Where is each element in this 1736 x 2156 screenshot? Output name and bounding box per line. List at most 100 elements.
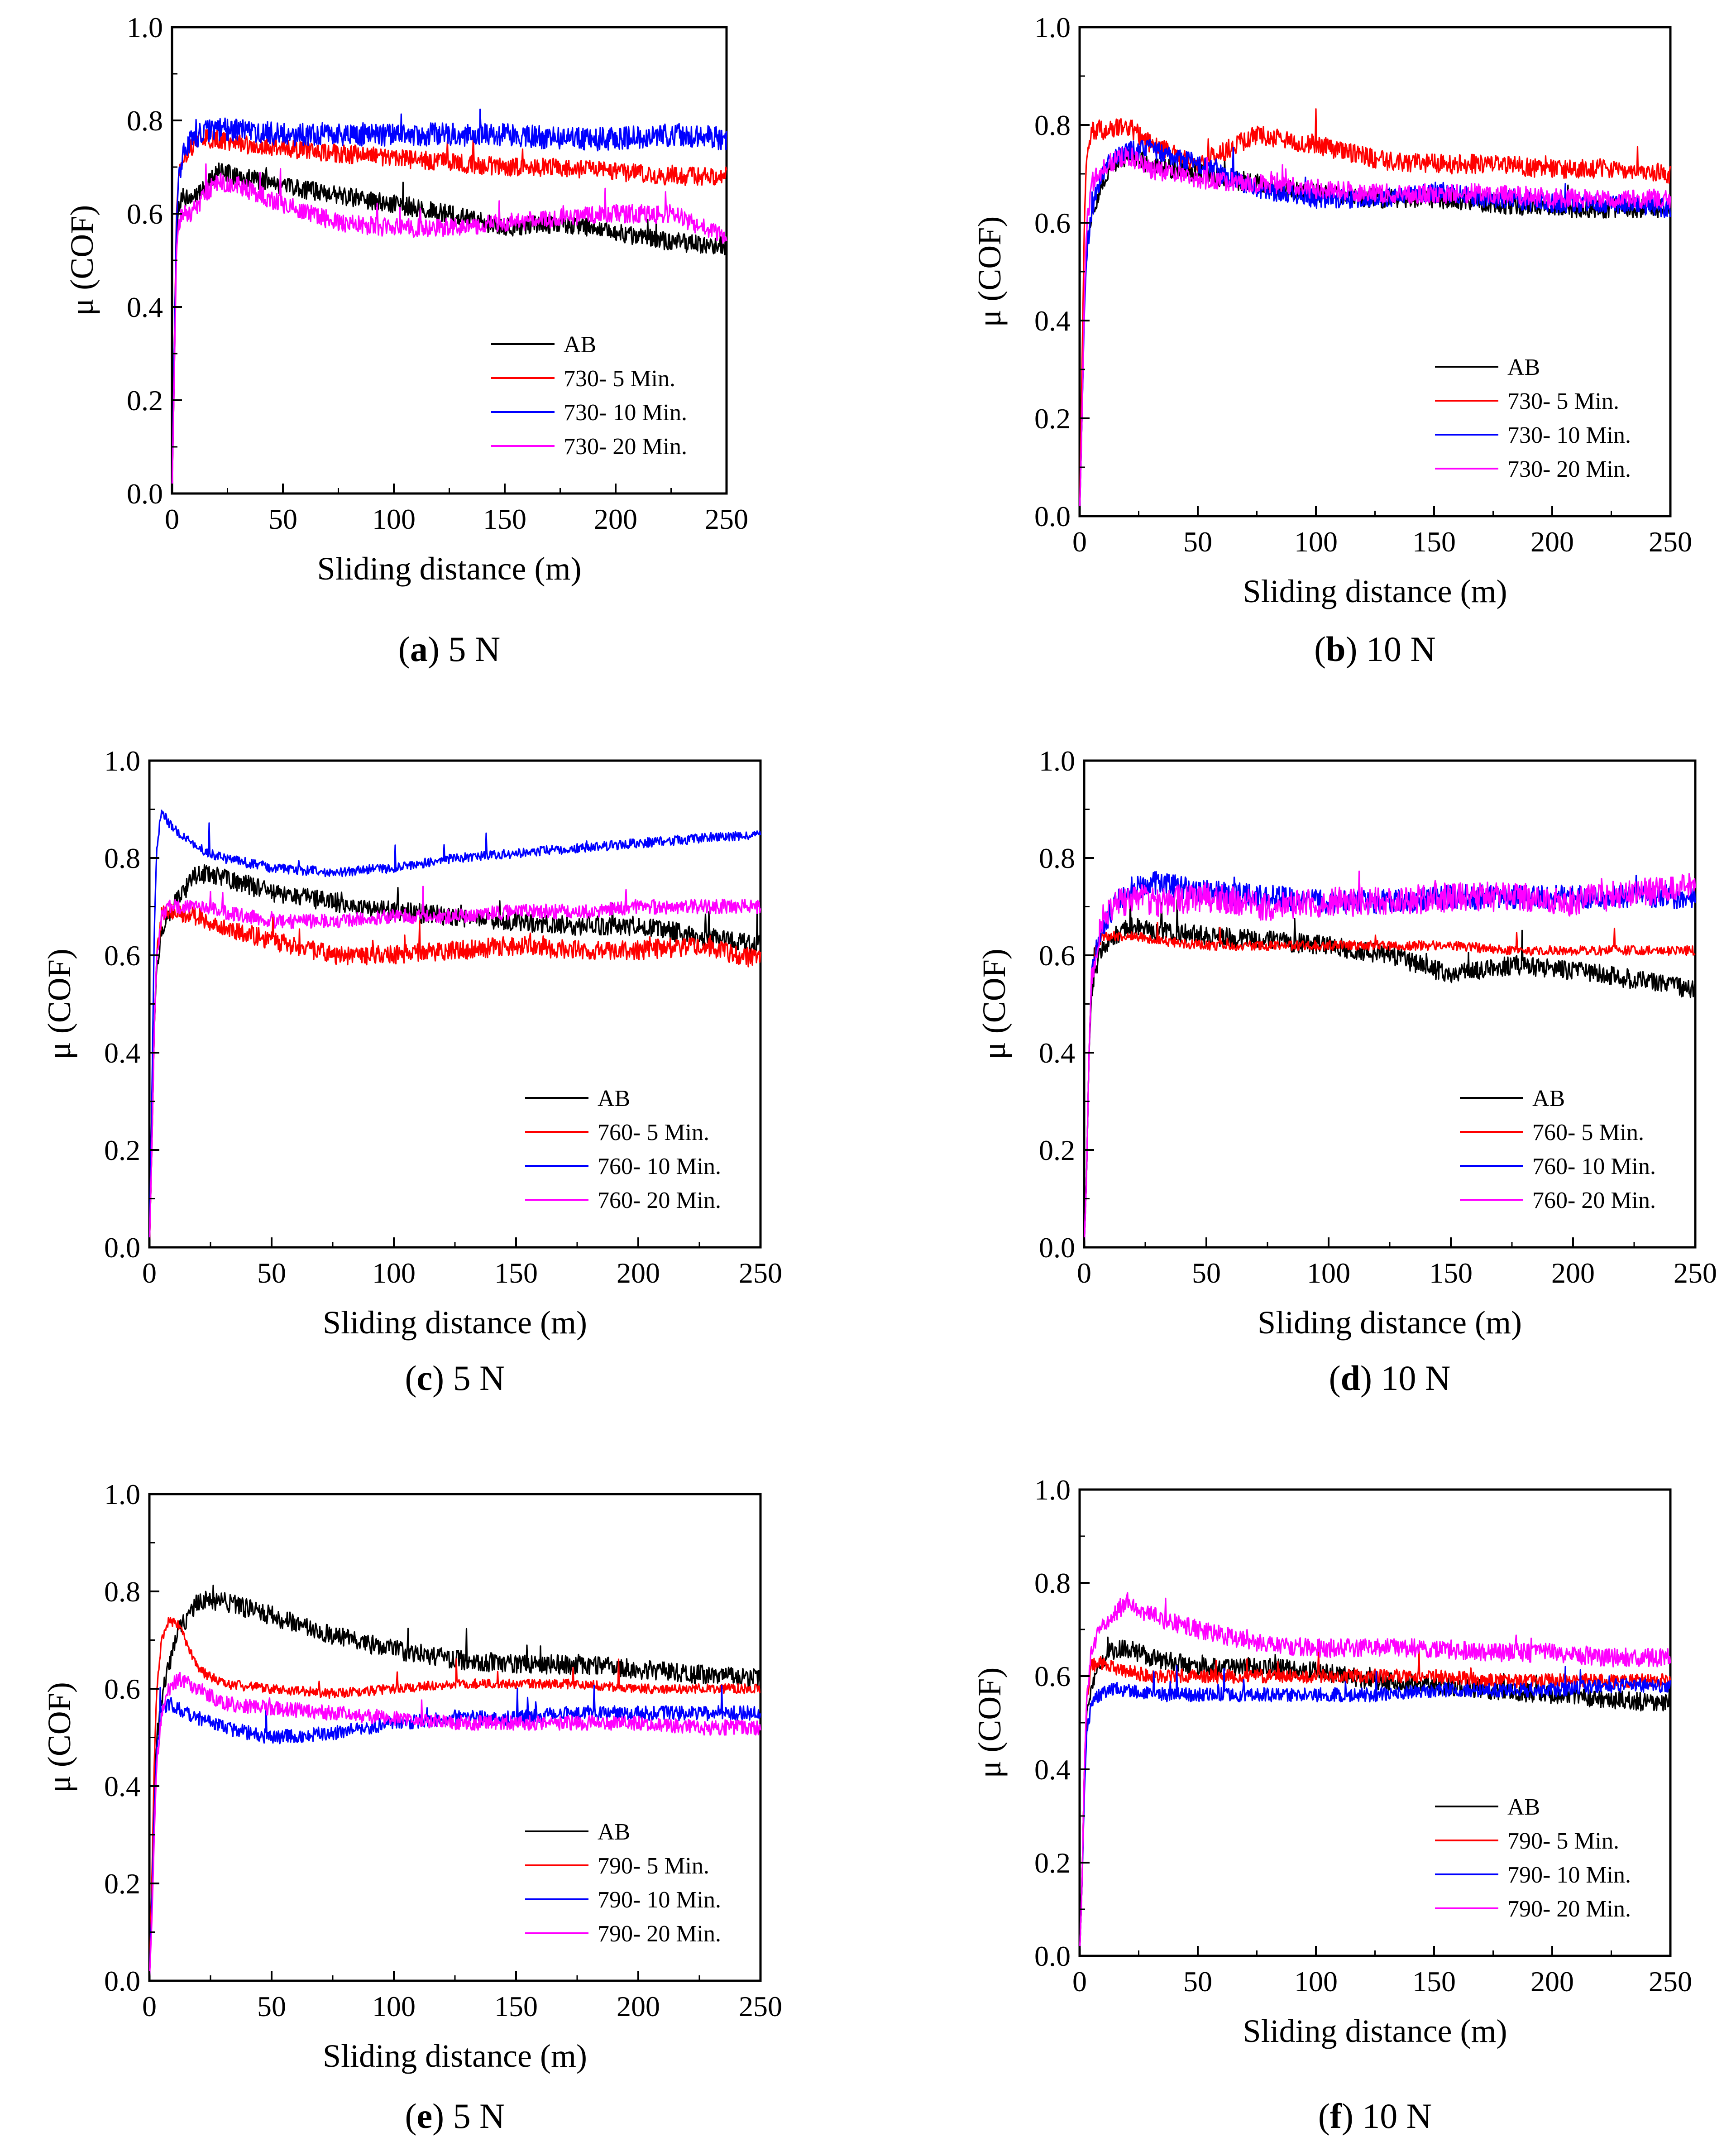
y-axis-label: μ (COF) [41, 949, 77, 1059]
legend-label: 760- 20 Min. [598, 1188, 721, 1213]
x-tick-label: 200 [1530, 1965, 1574, 1998]
y-axis-label: μ (COF) [971, 1667, 1008, 1778]
series-line-2 [1083, 922, 1696, 1248]
x-tick-label: 0 [142, 1990, 157, 2022]
y-tick-label: 0.2 [127, 384, 163, 417]
series-line-3 [171, 108, 727, 494]
x-tick-label: 0 [1072, 526, 1087, 558]
y-tick-label: 1.0 [104, 1478, 140, 1510]
caption-text: 10 N [1362, 2096, 1432, 2136]
legend-label: AB [598, 1086, 630, 1112]
y-tick-label: 0.8 [1039, 842, 1075, 874]
legend-label: 730- 5 Min. [564, 366, 675, 392]
legend-label: AB [1507, 355, 1540, 380]
y-tick-label: 0.0 [1034, 500, 1071, 532]
x-tick-label: 100 [372, 1990, 416, 2022]
x-tick-label: 150 [1412, 1965, 1456, 1998]
chart-panel-b: 0 50 100 150 200 250 0.0 0.2 0.4 0.6 0.8 1.0 Sliding… [971, 11, 1692, 669]
panel-caption: (c) 5 N [405, 1358, 505, 1398]
x-tick-label: 150 [1429, 1257, 1473, 1289]
chart-panel-e: 0 50 100 150 200 250 0.0 0.2 0.4 0.6 0.8 1.0 Sliding… [41, 1478, 782, 2136]
legend-label: 790- 5 Min. [598, 1853, 709, 1879]
y-tick-label: 0.8 [1034, 1567, 1071, 1599]
x-tick-label: 150 [494, 1990, 538, 2022]
y-tick-label: 0.6 [104, 939, 140, 972]
caption-text: 5 N [448, 629, 500, 669]
y-tick-label: 0.0 [104, 1965, 140, 1997]
caption-text: 10 N [1381, 1358, 1451, 1398]
y-tick-label: 0.4 [1034, 1754, 1071, 1786]
legend-label: 790- 5 Min. [1507, 1828, 1619, 1854]
series-line-1 [171, 162, 727, 494]
caption-letter: c [417, 1358, 433, 1398]
series-line-2 [148, 1617, 761, 1981]
legend-label: 760- 10 Min. [598, 1154, 721, 1179]
x-tick-label: 100 [1307, 1257, 1350, 1289]
legend-label: 790- 10 Min. [598, 1887, 721, 1913]
chart-panel-d: 0 50 100 150 200 250 0.0 0.2 0.4 0.6 0.8 1.0 Sliding… [976, 745, 1717, 1398]
caption-letter: b [1326, 629, 1345, 669]
y-tick-label: 0.4 [1039, 1037, 1075, 1069]
series-line-4 [148, 886, 761, 1248]
legend: AB 730- 5 Min. 730- 10 Min. 730- 20 Min. [1435, 355, 1631, 482]
y-tick-label: 0.4 [104, 1037, 140, 1069]
x-tick-label: 200 [617, 1990, 660, 2022]
series-line-3 [148, 1684, 761, 1981]
series-line-4 [1083, 870, 1696, 1248]
x-tick-label: 100 [1294, 1965, 1338, 1998]
legend-label: 730- 10 Min. [564, 400, 687, 426]
panel-caption: (a) 5 N [398, 629, 500, 669]
x-tick-label: 200 [594, 503, 637, 535]
x-axis-label: Sliding distance (m) [323, 2038, 587, 2074]
x-tick-label: 0 [1077, 1257, 1091, 1289]
x-tick-label: 250 [1649, 1965, 1692, 1998]
x-tick-label: 250 [1674, 1257, 1717, 1289]
x-tick-label: 250 [705, 503, 748, 535]
y-tick-label: 0.6 [1034, 207, 1071, 239]
x-tick-label: 50 [257, 1990, 286, 2022]
x-tick-label: 50 [1192, 1257, 1221, 1289]
x-tick-label: 100 [372, 1257, 416, 1289]
x-tick-label: 250 [739, 1257, 782, 1289]
y-tick-label: 1.0 [1039, 745, 1075, 777]
series-line-3 [148, 810, 761, 1248]
chart-panel-f: 0 50 100 150 200 250 0.0 0.2 0.4 0.6 0.8 1.0 Sliding… [971, 1474, 1692, 2136]
legend-label: 760- 5 Min. [1532, 1120, 1644, 1145]
y-tick-label: 0.4 [127, 291, 163, 323]
x-tick-label: 100 [1294, 526, 1338, 558]
y-tick-label: 0.8 [1034, 109, 1071, 141]
caption-text: 5 N [453, 1358, 505, 1398]
legend: AB 760- 5 Min. 760- 10 Min. 760- 20 Min. [525, 1086, 721, 1213]
x-tick-label: 250 [1649, 526, 1692, 558]
y-tick-label: 0.0 [104, 1231, 140, 1264]
y-tick-label: 0.6 [127, 198, 163, 230]
y-axis-label: μ (COF) [64, 205, 100, 316]
x-tick-label: 50 [257, 1257, 286, 1289]
panel-caption: (e) 5 N [405, 2096, 505, 2136]
x-axis-label: Sliding distance (m) [317, 551, 582, 587]
legend-label: 730- 20 Min. [1507, 456, 1631, 482]
legend: AB 730- 5 Min. 730- 10 Min. 730- 20 Min. [491, 332, 687, 460]
y-tick-label: 0.8 [104, 842, 140, 874]
y-tick-label: 0.2 [104, 1868, 140, 1900]
x-tick-label: 150 [483, 503, 526, 535]
x-tick-label: 100 [372, 503, 416, 535]
x-tick-label: 0 [1072, 1965, 1087, 1998]
legend: AB 790- 5 Min. 790- 10 Min. 790- 20 Min. [1435, 1794, 1631, 1922]
legend-label: 730- 10 Min. [1507, 422, 1631, 448]
x-tick-label: 50 [268, 503, 297, 535]
legend-label: 760- 10 Min. [1532, 1154, 1656, 1179]
series-line-4 [1079, 1592, 1671, 1956]
caption-letter: d [1341, 1358, 1360, 1398]
y-tick-label: 0.2 [1039, 1134, 1075, 1166]
legend: AB 790- 5 Min. 790- 10 Min. 790- 20 Min. [525, 1819, 721, 1947]
y-tick-label: 1.0 [1034, 1474, 1071, 1506]
x-tick-label: 150 [1412, 526, 1456, 558]
x-axis-label: Sliding distance (m) [1243, 2013, 1507, 2049]
series-line-4 [171, 163, 727, 494]
panel-caption: (f) 10 N [1318, 2096, 1432, 2136]
y-axis-label: μ (COF) [976, 949, 1012, 1059]
caption-letter: e [417, 2096, 433, 2136]
series-line-4 [148, 1672, 761, 1981]
